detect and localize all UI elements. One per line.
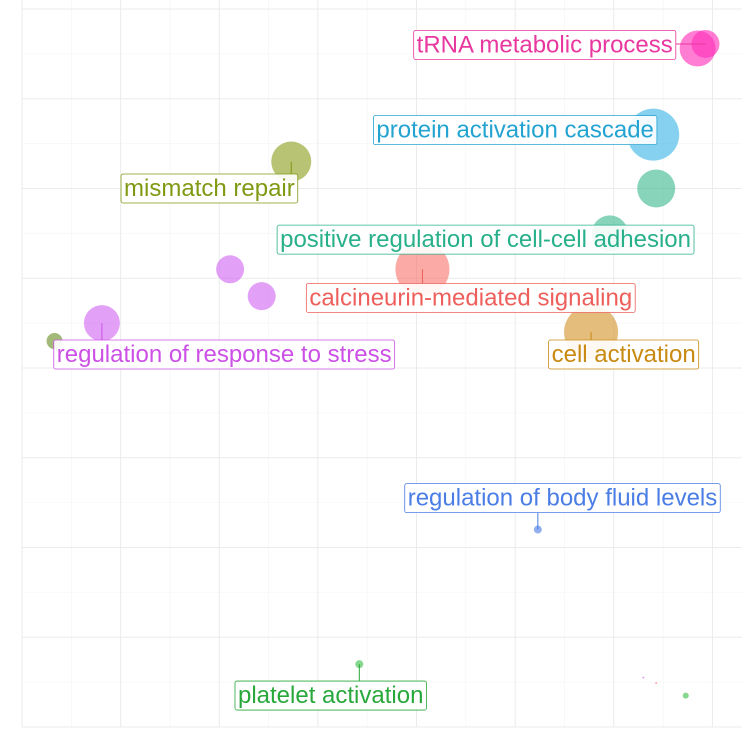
point-label: protein activation cascade (376, 117, 654, 144)
point-label: calcineurin-mediated signaling (309, 284, 632, 311)
point-label: cell activation (552, 341, 696, 368)
bubble-point (637, 169, 676, 208)
point-label-box (404, 483, 721, 514)
point-label-box (548, 339, 700, 370)
point-label: positive regulation of cell-cell adhesio… (280, 226, 691, 253)
label-layer: tRNA metabolic process protein activation… (53, 29, 721, 711)
point-label-box (413, 29, 677, 60)
point-label-box (53, 339, 396, 370)
bubble-point (679, 30, 716, 67)
point-label-box (305, 283, 636, 313)
bubble-point (247, 282, 276, 311)
bubble-point (216, 255, 245, 284)
point-label: regulation of response to stress (57, 341, 392, 368)
point-label: platelet activation (238, 682, 423, 709)
point-label-box (234, 680, 427, 711)
bubble-point (655, 682, 658, 685)
point-label-box (276, 224, 695, 255)
bubble-point (642, 676, 645, 679)
point-label-box (120, 173, 299, 204)
point-label: regulation of body fluid levels (408, 485, 718, 512)
point-label: mismatch repair (124, 175, 295, 202)
leader-lines (101, 43, 706, 682)
bubble-point (682, 692, 689, 699)
point-label-box (373, 115, 658, 146)
point-label: tRNA metabolic process (417, 31, 673, 58)
